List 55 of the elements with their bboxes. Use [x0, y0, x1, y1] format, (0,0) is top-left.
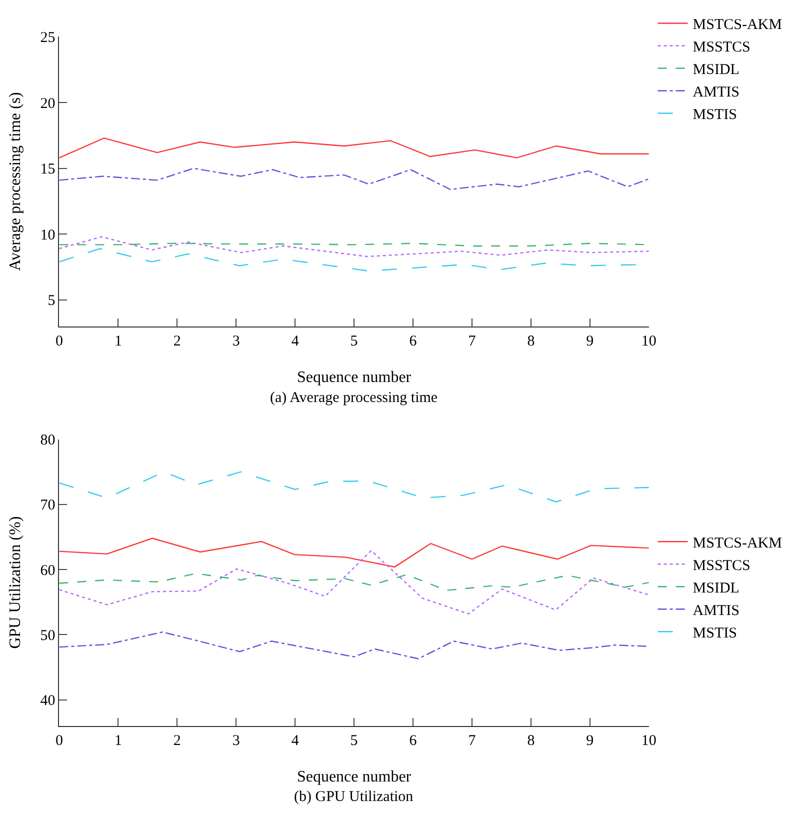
y-tick-label: 10 [40, 227, 56, 244]
legend-label: MSIDL [692, 62, 740, 78]
line-series [59, 550, 649, 614]
x-tick-label: 9 [586, 732, 594, 749]
x-tick-label: 2 [173, 732, 181, 749]
x-tick-label: 1 [114, 732, 122, 749]
x-tick-label: 9 [586, 333, 594, 350]
x-tick-label: 6 [409, 333, 418, 350]
line-series [59, 137, 649, 158]
y-tick-label: 40 [40, 693, 56, 710]
line-series [59, 168, 649, 190]
x-tick-label: 0 [55, 732, 63, 749]
y-axis-title: GPU Utilization (%) [7, 516, 24, 649]
x-tick-label: 7 [468, 732, 476, 749]
line-series [59, 538, 649, 568]
text: (a) Average processing time [270, 390, 438, 406]
legend-label: MSSTCS [692, 40, 750, 56]
x-tick-label: 7 [468, 333, 476, 350]
x-axis-title: Sequence number [296, 368, 412, 386]
x-axis-title: Sequence number [296, 768, 412, 786]
y-tick-label: 60 [40, 562, 56, 579]
y-axis-title: Average processing time (s) [7, 92, 24, 271]
x-tick-label: 5 [350, 732, 358, 749]
legend-label: AMTIS [692, 602, 740, 619]
y-tick-label: 25 [40, 30, 56, 46]
y-tick-label: 80 [40, 432, 56, 449]
legend-label: MSTCS-AKM [692, 17, 782, 34]
legend-label: AMTIS [692, 84, 740, 101]
x-tick-label: 1 [114, 333, 122, 350]
x-tick-label: 8 [527, 732, 535, 749]
y-tick-label: 50 [40, 628, 56, 644]
y-tick-label: 20 [40, 96, 56, 112]
x-tick-label: 10 [641, 333, 656, 350]
y-tick-label: 70 [40, 498, 56, 514]
x-tick-label: 8 [527, 333, 535, 350]
x-tick-label: 4 [291, 333, 300, 350]
text: (b) GPU Utilization [294, 789, 414, 805]
line-series [59, 236, 649, 258]
x-tick-label: 3 [232, 333, 240, 350]
y-tick-label: 5 [48, 293, 56, 310]
x-tick-label: 10 [641, 732, 656, 749]
legend-label: MSSTCS [692, 558, 750, 574]
x-tick-label: 0 [55, 333, 63, 350]
x-tick-label: 4 [291, 732, 300, 749]
line-series [59, 572, 649, 591]
legend-label: MSTIS [692, 625, 737, 642]
line-series [59, 631, 649, 660]
x-tick-label: 2 [173, 333, 181, 350]
legend-label: MSTCS-AKM [692, 535, 782, 552]
x-tick-label: 3 [232, 732, 240, 749]
legend-label: MSTIS [692, 107, 737, 124]
x-tick-label: 5 [350, 333, 358, 350]
legend-label: MSIDL [692, 580, 740, 596]
y-tick-label: 15 [40, 162, 56, 178]
x-tick-label: 6 [409, 732, 418, 749]
